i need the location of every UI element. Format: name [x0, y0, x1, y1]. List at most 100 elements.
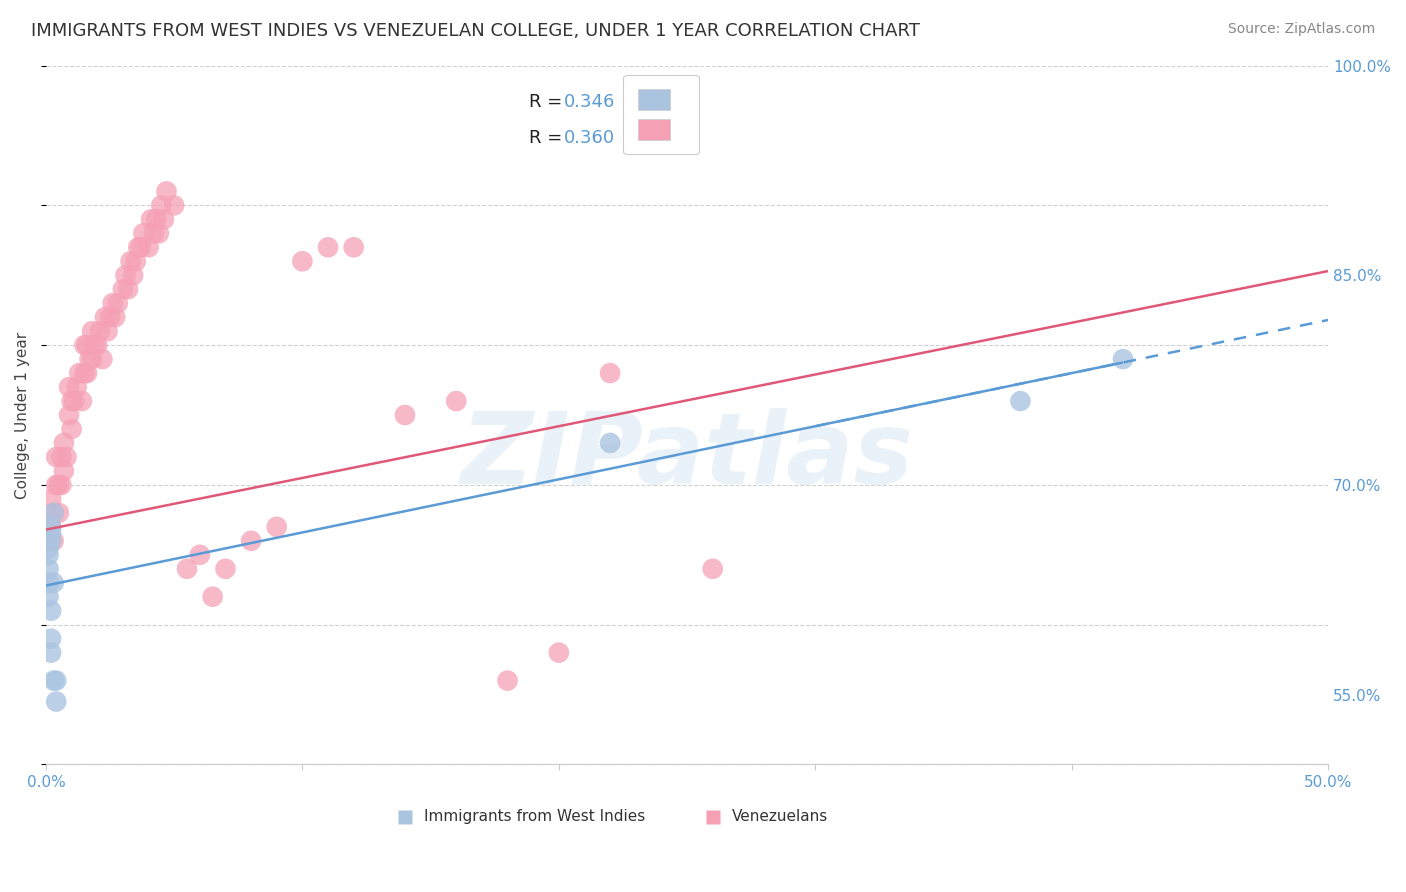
- Point: [39, 520, 62, 534]
- Point: [38, 548, 60, 562]
- Point: [55, 450, 77, 464]
- Point: [96, 324, 118, 338]
- Point: [48, 506, 70, 520]
- Point: [60, 422, 83, 436]
- Point: [599, 366, 621, 380]
- Point: [73, 366, 96, 380]
- Point: [547, 646, 569, 660]
- Point: [45, 673, 67, 688]
- Point: [63, 394, 86, 409]
- Point: [114, 268, 136, 283]
- Point: [163, 198, 186, 212]
- Point: [45, 695, 67, 709]
- Point: [76, 366, 98, 380]
- Point: [291, 254, 314, 268]
- Point: [82, 352, 104, 367]
- Text: Source: ZipAtlas.com: Source: ZipAtlas.com: [1227, 22, 1375, 37]
- Text: 71: 71: [666, 129, 689, 147]
- Point: [38, 562, 60, 576]
- Point: [60, 394, 83, 409]
- Point: [39, 520, 62, 534]
- Point: [148, 227, 170, 241]
- Point: [39, 491, 62, 506]
- Point: [94, 310, 117, 325]
- Point: [214, 562, 236, 576]
- Point: [79, 352, 101, 367]
- Point: [45, 450, 67, 464]
- Point: [127, 240, 149, 254]
- Text: 19: 19: [666, 93, 689, 111]
- Point: [67, 366, 90, 380]
- Point: [73, 338, 96, 352]
- Point: [316, 240, 339, 254]
- Point: [150, 198, 173, 212]
- Point: [129, 240, 152, 254]
- Point: [52, 436, 75, 450]
- Point: [45, 478, 67, 492]
- Point: [201, 590, 224, 604]
- Point: [125, 254, 148, 268]
- Point: [42, 506, 65, 520]
- Text: ZIPatlas: ZIPatlas: [461, 409, 914, 506]
- Point: [42, 575, 65, 590]
- Point: [39, 646, 62, 660]
- Point: [98, 310, 121, 325]
- Text: Venezuelans: Venezuelans: [733, 809, 828, 824]
- Point: [138, 240, 160, 254]
- Point: [39, 604, 62, 618]
- Point: [39, 533, 62, 548]
- Point: [52, 464, 75, 478]
- Point: [145, 212, 167, 227]
- Point: [76, 338, 98, 352]
- Point: [446, 394, 468, 409]
- Point: [343, 240, 366, 254]
- Point: [101, 296, 124, 310]
- Point: [42, 506, 65, 520]
- Point: [51, 450, 73, 464]
- Point: [38, 575, 60, 590]
- Text: IMMIGRANTS FROM WEST INDIES VS VENEZUELAN COLLEGE, UNDER 1 YEAR CORRELATION CHAR: IMMIGRANTS FROM WEST INDIES VS VENEZUELA…: [31, 22, 920, 40]
- Point: [104, 310, 127, 325]
- Point: [58, 380, 80, 394]
- Point: [176, 562, 198, 576]
- Point: [155, 185, 177, 199]
- Point: [1112, 352, 1135, 367]
- Point: [153, 212, 176, 227]
- Point: [496, 673, 519, 688]
- Text: 0.346: 0.346: [564, 93, 616, 111]
- Point: [58, 408, 80, 422]
- Point: [86, 338, 108, 352]
- Text: 0.360: 0.360: [564, 129, 614, 147]
- Point: [82, 324, 104, 338]
- Point: [39, 526, 62, 541]
- Point: [70, 394, 93, 409]
- Point: [83, 338, 105, 352]
- Text: Immigrants from West Indies: Immigrants from West Indies: [425, 809, 645, 824]
- Point: [132, 227, 155, 241]
- Point: [599, 436, 621, 450]
- Point: [702, 562, 724, 576]
- Point: [1010, 394, 1032, 409]
- Point: [66, 380, 89, 394]
- Text: N =: N =: [633, 93, 673, 111]
- Y-axis label: College, Under 1 year: College, Under 1 year: [15, 332, 30, 499]
- Point: [117, 282, 139, 296]
- Point: [48, 478, 70, 492]
- Point: [38, 541, 60, 555]
- Point: [139, 212, 162, 227]
- Point: [39, 632, 62, 646]
- Point: [42, 673, 65, 688]
- Point: [120, 254, 142, 268]
- Point: [111, 282, 134, 296]
- Point: [89, 324, 111, 338]
- Point: [122, 268, 145, 283]
- Legend: , : ,: [623, 75, 699, 154]
- Point: [51, 478, 73, 492]
- Point: [142, 227, 165, 241]
- Point: [394, 408, 416, 422]
- Text: N =: N =: [633, 129, 673, 147]
- Point: [38, 590, 60, 604]
- Text: R =: R =: [529, 129, 568, 147]
- Point: [266, 520, 288, 534]
- Point: [188, 548, 211, 562]
